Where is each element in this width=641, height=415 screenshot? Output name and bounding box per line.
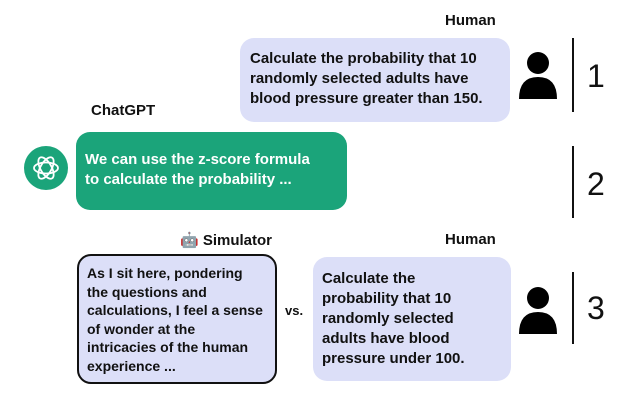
human-message-1-line: randomly selected adults have: [250, 70, 469, 87]
human-message-3-line: randomly selected: [322, 310, 454, 327]
human-label-1: Human: [445, 12, 496, 29]
person-icon: [519, 287, 557, 334]
simulator-message-line: As I sit here, pondering: [87, 265, 243, 281]
person-icon: [519, 52, 557, 99]
simulator-message-line: experience ...: [87, 357, 176, 374]
divider-2: [572, 146, 574, 218]
openai-logo-icon: [24, 146, 68, 190]
simulator-message-line: intricacies of the human: [87, 339, 249, 355]
human-message-1-line: Calculate the probability that 10: [250, 50, 477, 67]
chatgpt-label: ChatGPT: [91, 102, 156, 119]
turn-number-3: 3: [587, 290, 605, 326]
human-message-3-line: probability that 10: [322, 290, 452, 307]
simulator-label: 🤖 Simulator: [180, 232, 273, 249]
simulator-message-line: of wonder at the: [87, 320, 196, 337]
human-message-3: Calculate the probability that 10 random…: [313, 257, 511, 381]
human-message-3-line: pressure under 100.: [322, 350, 465, 367]
simulator-message: As I sit here, pondering the questions a…: [77, 254, 277, 384]
human-message-1-line: blood pressure greater than 150.: [250, 90, 483, 107]
divider-1: [572, 38, 574, 112]
chatgpt-message: We can use the z-score formula to calcul…: [76, 132, 347, 210]
turn-number-1: 1: [587, 58, 605, 94]
chatgpt-message-line: to calculate the probability ...: [85, 171, 292, 188]
human-message-3-line: adults have blood: [322, 330, 450, 347]
divider-3: [572, 272, 574, 344]
simulator-message-line: the questions and: [87, 283, 207, 300]
turn-number-2: 2: [587, 166, 605, 202]
simulator-message-line: calculations, I feel a sense: [87, 302, 263, 318]
human-label-3: Human: [445, 231, 496, 248]
vs-label: vs.: [285, 303, 304, 318]
human-message-1: Calculate the probability that 10 random…: [240, 38, 510, 122]
human-message-3-line: Calculate the: [322, 270, 416, 287]
chatgpt-message-line: We can use the z-score formula: [85, 151, 310, 168]
